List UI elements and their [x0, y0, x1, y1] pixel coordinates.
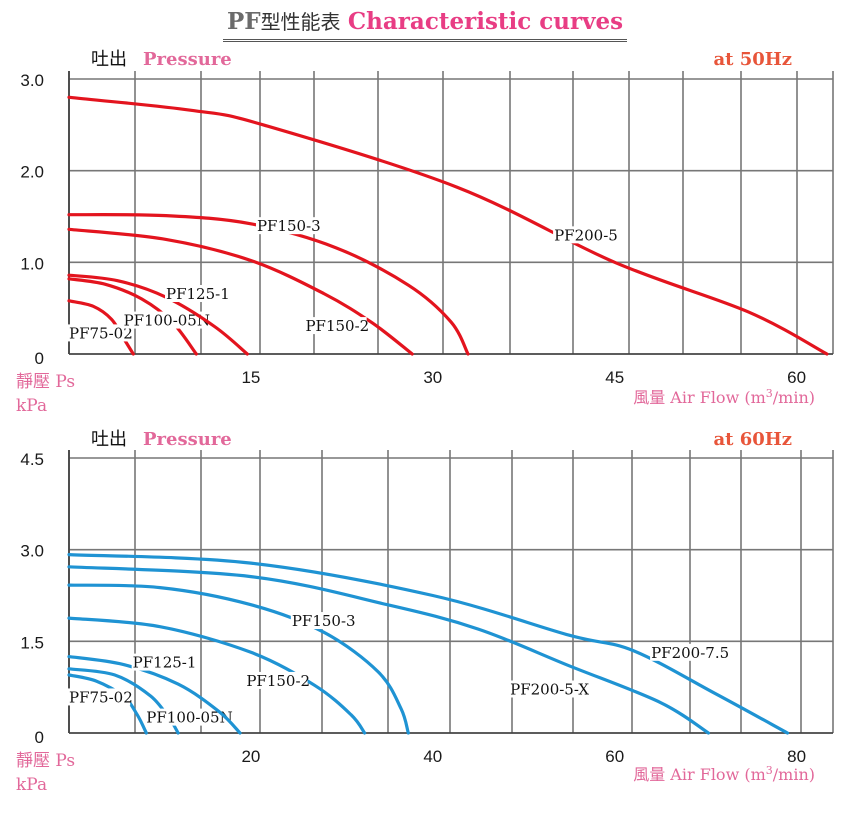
series-label: PF100-05N [124, 312, 210, 330]
x-tick-label: 15 [241, 368, 260, 387]
chart-panel-1: 0 1.0 2.0 3.0 15 30 45 60 吐出 Pressure at 50Hz 靜壓 Ps… [16, 49, 834, 416]
curve-pf125-1 [67, 655, 242, 735]
series-label: PF150-3 [292, 612, 356, 630]
series-label: PF125-1 [166, 285, 230, 303]
unit-label: kPa [16, 396, 47, 416]
y-axis-label-chinese: 吐出 [91, 49, 127, 70]
title-prefix: PF [226, 8, 261, 35]
y-tick-label: 2.0 [20, 163, 44, 182]
y-axis-label-chinese: 吐出 [91, 429, 127, 450]
curve-pf200-7-5 [67, 553, 790, 735]
y-tick-label: 3.0 [20, 71, 44, 90]
title-chinese: 型性能表 [260, 10, 341, 34]
chart-title: PF型性能表 Characteristic curves [222, 8, 628, 42]
series-label-background [290, 612, 354, 630]
unit-label: kPa [16, 775, 47, 795]
curve-pf200-5 [67, 95, 829, 356]
y-tick-label: 4.5 [20, 450, 44, 469]
series-label: PF200-5 [554, 226, 618, 244]
y-axis-label-english: Pressure [143, 49, 232, 70]
series-label: PF150-2 [305, 317, 369, 335]
series-label-background [509, 680, 589, 698]
series-label: PF150-3 [257, 217, 321, 235]
series-label-background [255, 217, 319, 235]
x-axis-label: 風量 Air Flow (m3/min) [633, 387, 815, 408]
frequency-label: at 50Hz [713, 49, 792, 70]
x-axis-label-end: /min) [773, 388, 815, 407]
y-tick-label: 0 [35, 349, 44, 368]
x-tick-label: 20 [241, 747, 260, 766]
x-axis-label-chinese: 風量 [633, 388, 665, 407]
series-label: PF125-1 [133, 654, 197, 672]
curve-pf150-2 [67, 616, 367, 735]
y-tick-label: 1.5 [20, 633, 44, 652]
x-tick-label: 60 [605, 747, 624, 766]
series-label: PF75-02 [69, 324, 133, 342]
static-pressure-label: 靜壓 Ps [16, 751, 75, 771]
x-tick-label: 45 [605, 368, 624, 387]
series-label-background [304, 317, 367, 335]
chart-panel-2: 0 1.5 3.0 4.5 20 40 60 80 吐出 Pressure at 60Hz 靜壓 Ps… [16, 429, 834, 795]
y-tick-label: 0 [35, 728, 44, 747]
curve-pf150-2 [67, 227, 414, 356]
x-axis-label-superscript: 3 [766, 764, 773, 777]
series-label: PF75-02 [69, 688, 133, 706]
series-label: PF200-5-X [510, 681, 589, 699]
y-axis-label-english: Pressure [143, 429, 232, 450]
curve-pf75-02 [67, 299, 135, 356]
series-label: PF150-2 [246, 672, 310, 690]
x-tick-label: 30 [423, 368, 442, 387]
frequency-label: at 60Hz [713, 429, 792, 450]
y-tick-label: 3.0 [20, 542, 44, 561]
series-label-background [145, 708, 225, 726]
curve-pf150-3 [67, 583, 410, 735]
series-label-background [245, 671, 308, 689]
x-tick-label: 60 [787, 368, 806, 387]
x-axis-label-english: Air Flow (m [665, 388, 766, 407]
title-english: Characteristic curves [347, 8, 624, 35]
curve-pf100-05n [67, 277, 198, 356]
series-label-background [165, 285, 228, 302]
static-pressure-label: 靜壓 Ps [16, 372, 75, 392]
series-label-background [68, 324, 131, 342]
x-axis-label: 風量 Air Flow (m3/min) [633, 764, 815, 785]
series-label-background [553, 226, 616, 244]
x-tick-label: 40 [423, 747, 442, 766]
series-label: PF200-7.5 [651, 644, 729, 662]
x-axis-label-end: /min) [773, 765, 815, 784]
series-label-background [131, 653, 194, 671]
x-axis-label-chinese: 風量 [633, 765, 665, 784]
x-axis-label-english: Air Flow (m [665, 765, 766, 784]
series-label-background [122, 311, 202, 329]
x-axis-label-superscript: 3 [766, 387, 773, 400]
series-label-background [68, 688, 131, 706]
y-tick-label: 1.0 [20, 254, 44, 273]
series-label-background [650, 643, 730, 661]
chart-title-wrap: PF型性能表 Characteristic curves [0, 8, 850, 42]
series-label: PF100-05N [146, 709, 232, 727]
curve-pf200-5-x [67, 565, 710, 735]
curve-pf150-3 [67, 213, 470, 356]
x-tick-label: 80 [787, 747, 806, 766]
